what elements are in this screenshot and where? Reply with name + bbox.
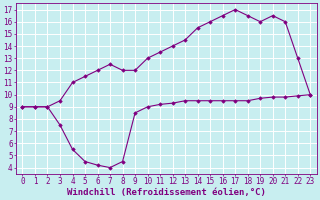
X-axis label: Windchill (Refroidissement éolien,°C): Windchill (Refroidissement éolien,°C) bbox=[67, 188, 266, 197]
